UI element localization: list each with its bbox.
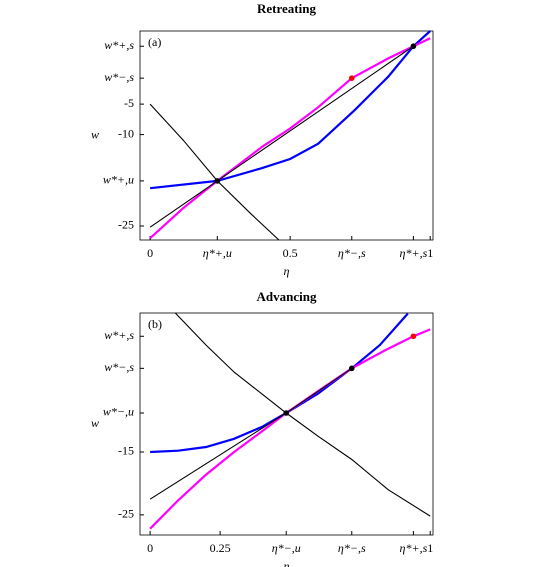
y-tick-label: w*+,s: [104, 38, 134, 52]
x-tick-label: 0: [147, 246, 153, 260]
chart-title: Advancing: [257, 289, 317, 304]
x-tick-label: η*+,u: [203, 246, 232, 260]
y-tick-label: -5: [124, 96, 134, 110]
x-axis-label: η: [284, 559, 290, 567]
y-tick-label: -10: [118, 126, 134, 140]
y-tick-label: -25: [118, 507, 134, 521]
plot-frame: [139, 30, 434, 241]
x-tick-label: η*−,s: [338, 246, 366, 260]
plot-frame: [139, 312, 434, 536]
x-tick-label: 0: [147, 541, 153, 555]
x-tick-label: η*−,s: [338, 541, 366, 555]
y-tick-label: -25: [118, 218, 134, 232]
x-tick-label: 0.5: [283, 246, 298, 260]
point: [348, 75, 355, 81]
curve: [149, 37, 431, 240]
point: [410, 333, 417, 340]
curve: [174, 312, 431, 517]
curve: [149, 328, 431, 530]
chart-title: Retreating: [257, 1, 316, 16]
y-tick-label: -15: [118, 444, 134, 458]
y-tick-label: w*−,u: [103, 405, 134, 419]
point: [348, 365, 355, 372]
y-tick-label: w*−,s: [104, 360, 134, 374]
y-axis-label: w: [91, 416, 99, 430]
x-tick-label: 1: [427, 541, 433, 555]
point: [283, 410, 290, 416]
curve: [149, 45, 414, 228]
y-axis-label: w: [91, 127, 99, 141]
x-tick-label: η*−,u: [272, 541, 301, 555]
x-tick-label: η*+,s: [400, 246, 428, 260]
y-tick-label: w*+,u: [103, 173, 134, 187]
x-tick-label: η*+,s: [400, 541, 428, 555]
x-tick-label: 1: [427, 246, 433, 260]
y-tick-label: w*+,s: [104, 328, 134, 342]
panel-label: (b): [148, 317, 162, 331]
x-axis-label: η: [284, 264, 290, 278]
point: [214, 178, 221, 184]
curve: [150, 312, 409, 454]
y-tick-label: w*−,s: [104, 70, 134, 84]
point: [410, 43, 417, 50]
x-tick-label: 0.25: [210, 541, 231, 555]
curve: [149, 30, 431, 190]
panel-label: (a): [148, 35, 161, 49]
